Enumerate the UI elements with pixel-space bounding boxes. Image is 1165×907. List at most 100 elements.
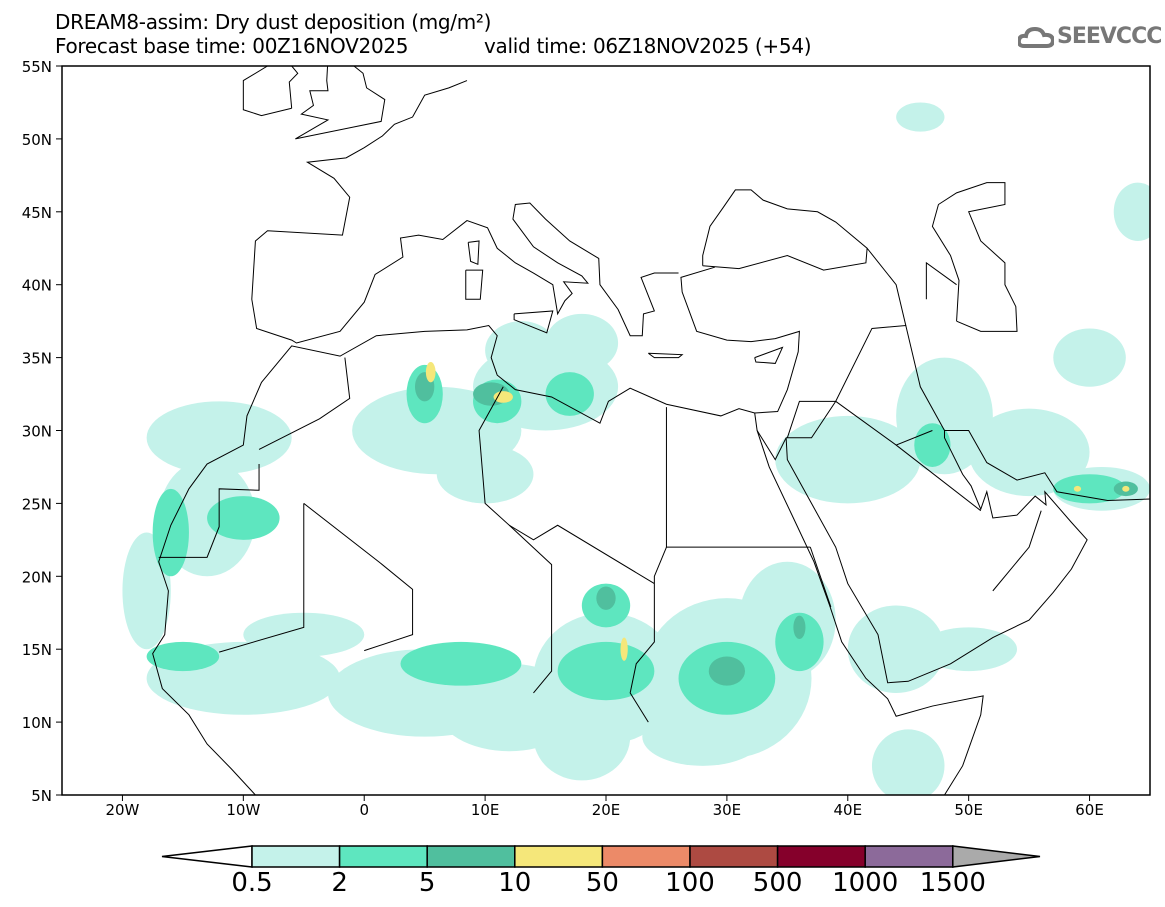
lon-tick-label: 20E (592, 801, 621, 819)
colorbar-label: 50 (585, 868, 619, 898)
coastline (785, 430, 1150, 684)
dust-region-level-1 (146, 641, 220, 672)
coastline (754, 412, 984, 795)
dust-region-level-0 (533, 692, 631, 781)
axis-ticks: 55N 50N 45N 40N 35N 30N 25N 20N 15N 10N 5N 20W 10W 0 1… (22, 58, 1104, 819)
dust-region-level-1 (557, 641, 655, 701)
colorbar-label: 2 (331, 868, 348, 898)
cloud-icon (1018, 26, 1054, 48)
map-title: DREAM8-assim: Dry dust deposition (mg/m²… (55, 10, 492, 34)
valid-time: valid time: 06Z18NOV2025 (+54) (484, 34, 812, 58)
coastline (931, 182, 1018, 332)
colorbar-label: 500 (752, 868, 803, 898)
coastline (895, 444, 982, 512)
dust-region-level-0 (1053, 328, 1126, 387)
dust-region-level-2 (793, 615, 806, 639)
lat-tick-label: 15N (22, 641, 52, 659)
lat-tick-label: 35N (22, 350, 52, 368)
coastline (786, 401, 837, 439)
coastline (866, 247, 907, 326)
lon-tick-label: 20W (105, 801, 139, 819)
dust-field (122, 102, 1150, 795)
coastline (508, 524, 553, 694)
coastline (809, 546, 832, 608)
lon-tick-label: 50E (954, 801, 983, 819)
coastline (754, 346, 784, 364)
forecast-base-time: Forecast base time: 00Z16NOV2025 (55, 34, 409, 58)
dust-region-level-1 (545, 372, 594, 416)
lat-tick-label: 5N (31, 787, 52, 805)
coastline (219, 503, 305, 653)
dust-region-level-0 (871, 729, 945, 795)
coastline (251, 80, 679, 344)
colorbar-label: 0.5 (231, 868, 273, 898)
dust-region-level-1 (400, 641, 522, 686)
dust-region-level-1 (775, 612, 824, 672)
lat-tick-label: 25N (22, 495, 52, 513)
coastline (242, 66, 299, 117)
colorbar-swatch (251, 845, 341, 868)
lat-tick-label: 40N (22, 277, 52, 295)
dust-region-level-3 (1073, 485, 1082, 492)
lat-tick-label: 45N (22, 204, 52, 222)
coastline (303, 503, 414, 652)
coastline (992, 510, 1042, 592)
colorbar-over-triangle (952, 845, 1041, 868)
dust-region-level-0 (968, 408, 1090, 497)
colorbar-swatch (426, 845, 516, 868)
lon-tick-label: 40E (833, 801, 862, 819)
lat-tick-label: 20N (22, 568, 52, 586)
coastline (629, 546, 667, 723)
colorbar-label: 1000 (832, 868, 899, 898)
lat-tick-label: 55N (22, 58, 52, 76)
lon-tick-label: 10W (226, 801, 260, 819)
dust-region-level-1 (1053, 474, 1126, 504)
dust-region-level-0 (243, 612, 365, 657)
coastline (702, 189, 868, 271)
lat-tick-label: 50N (22, 131, 52, 149)
lon-tick-label: 60E (1075, 801, 1104, 819)
seevccc-logo: SEEVCCC (1018, 24, 1162, 49)
dust-region-level-2 (708, 656, 746, 686)
dust-region-level-2 (596, 586, 616, 610)
dust-region-level-0 (436, 445, 534, 504)
colorbar-label: 100 (665, 868, 715, 898)
colorbar-label: 1500 (919, 868, 986, 898)
dust-region-level-3 (493, 391, 513, 403)
dust-region-level-3 (620, 637, 628, 661)
logo-text: SEEVCCC (1057, 24, 1162, 49)
coastline (465, 269, 484, 300)
dust-region-level-3 (1122, 485, 1130, 492)
coastlines (152, 66, 1150, 795)
dust-region-level-0 (847, 605, 945, 693)
lon-tick-label: 10E (471, 801, 500, 819)
coastline (756, 430, 787, 461)
dust-region-level-0 (545, 313, 619, 373)
coastline (158, 464, 260, 558)
dust-region-level-0 (920, 627, 1018, 672)
coastline (295, 66, 386, 140)
colorbar-swatch (864, 845, 954, 868)
dust-region-level-0 (485, 321, 558, 380)
colorbar-swatch (601, 845, 691, 868)
colorbar-swatch (776, 845, 866, 868)
colorbar-swatch (514, 845, 604, 868)
lat-tick-label: 10N (22, 714, 52, 732)
colorbar (161, 845, 1041, 868)
colorbar-under-triangle (161, 845, 253, 868)
dust-region-level-1 (152, 488, 189, 577)
colorbar-label: 10 (498, 868, 532, 898)
colorbar-swatch (689, 845, 779, 868)
coastline (925, 261, 957, 300)
dust-region-level-0 (146, 401, 292, 475)
dust-region-level-1 (914, 423, 951, 467)
dust-region-level-0 (896, 102, 945, 132)
coastline (258, 357, 351, 450)
dust-region-level-3 (425, 361, 436, 383)
lat-tick-label: 30N (22, 423, 52, 441)
dust-region-level-0 (1113, 182, 1150, 241)
colorbar-swatch (338, 845, 428, 868)
coastline (648, 352, 684, 359)
coastline (786, 324, 945, 438)
